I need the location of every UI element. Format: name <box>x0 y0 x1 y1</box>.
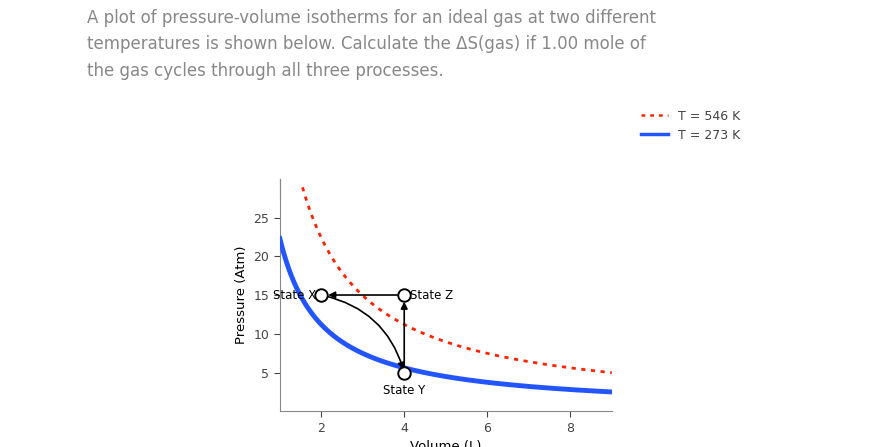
Legend: T = 546 K, T = 273 K: T = 546 K, T = 273 K <box>635 105 746 147</box>
Y-axis label: Pressure (Atm): Pressure (Atm) <box>235 246 248 344</box>
Text: A plot of pressure-volume isotherms for an ideal gas at two different
temperatur: A plot of pressure-volume isotherms for … <box>87 9 656 80</box>
Text: State X: State X <box>273 288 316 302</box>
X-axis label: Volume (L): Volume (L) <box>410 440 482 447</box>
Text: State Z: State Z <box>411 288 454 302</box>
Text: State Y: State Y <box>383 384 426 397</box>
